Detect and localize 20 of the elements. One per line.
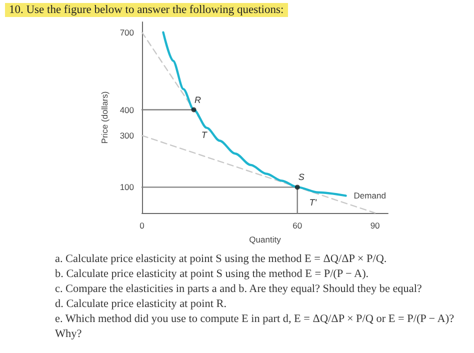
text: e. Which method did you use to compute E in part d, E = ΔQ/ΔP × P/Q or E = P/(P − A)? Why? bbox=[55, 312, 456, 342]
x-tick-label: 90 bbox=[370, 220, 380, 230]
annotation: R bbox=[194, 94, 202, 105]
text: c. Compare the elasticities in parts a and b. Are they equal? Should they be equal? bbox=[55, 282, 423, 297]
x-tick-label: 60 bbox=[292, 220, 302, 230]
text: a. Calculate price elasticity at point S using the method E = ΔQ/ΔP × P/Q. bbox=[55, 252, 388, 267]
y-axis-title: Price (dollars) bbox=[99, 91, 110, 144]
chart-title: 10. Use the figure below to answer the following questions: bbox=[5, 3, 288, 17]
y-tick-label: 300 bbox=[120, 130, 134, 141]
y-tick-label: 400 bbox=[120, 104, 134, 115]
y-tick-label: 700 bbox=[120, 27, 134, 38]
y-tick-label: 100 bbox=[120, 182, 134, 192]
annotation: T' bbox=[309, 197, 317, 208]
x-axis-title: Quantity bbox=[249, 234, 282, 244]
series-label: Demand bbox=[354, 190, 386, 201]
annotation: S bbox=[298, 172, 304, 182]
text: d. Calculate price elasticity at point R. bbox=[55, 297, 228, 312]
text: b. Calculate price elasticity at point S using the method E = P/(P − A). bbox=[55, 267, 370, 282]
annotation: T bbox=[201, 130, 208, 140]
x-tick-label: 0 bbox=[140, 220, 145, 230]
